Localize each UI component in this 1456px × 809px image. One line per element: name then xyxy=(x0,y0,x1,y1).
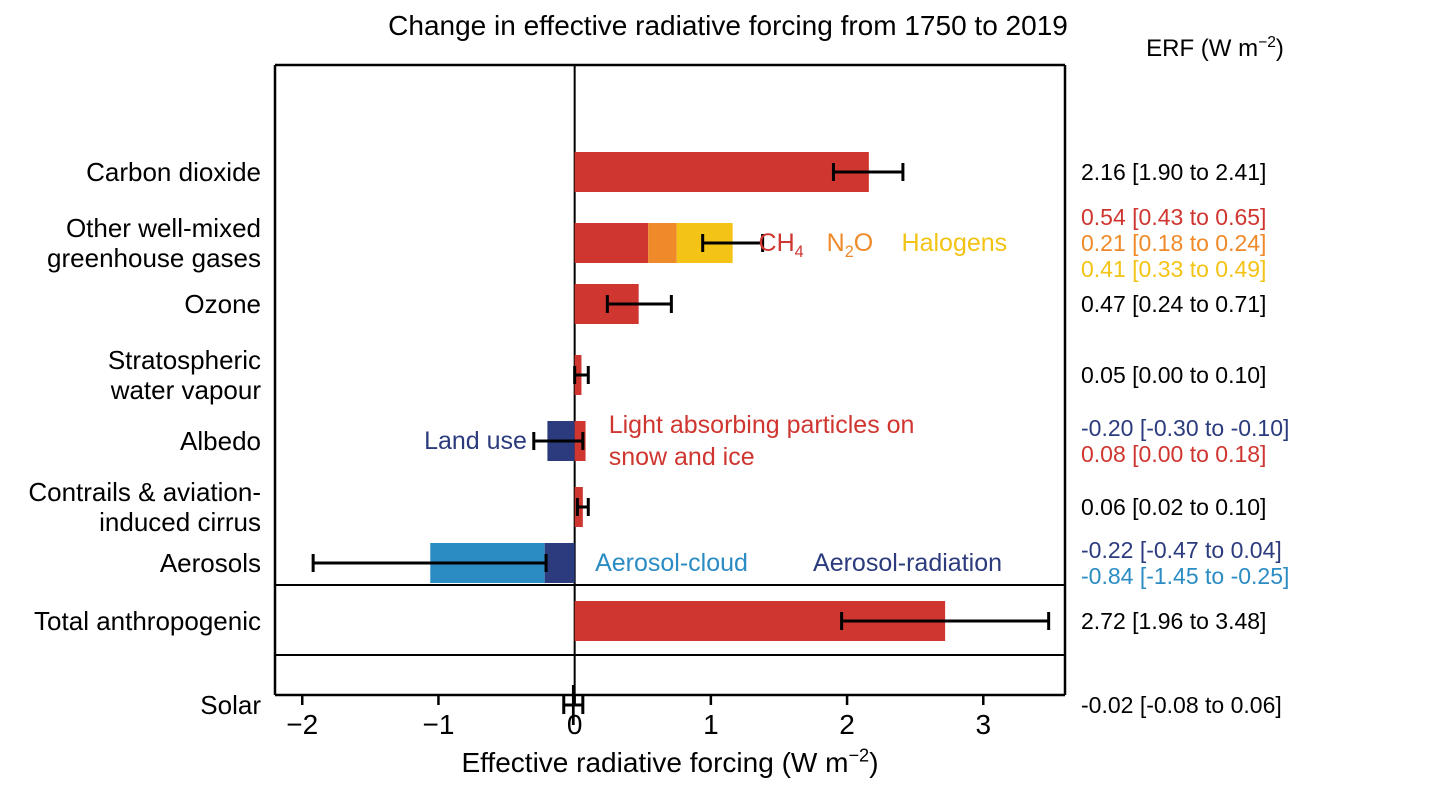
bar-segment-co2 xyxy=(575,152,869,192)
x-tick-label: −1 xyxy=(398,709,478,741)
value-text-co2: 2.16 [1.90 to 2.41] xyxy=(1081,159,1266,186)
x-tick-label: 3 xyxy=(943,709,1023,741)
bar-segment-wmghg xyxy=(575,223,649,263)
category-label-co2: Carbon dioxide xyxy=(0,157,261,188)
inline-label-albedo: snow and ice xyxy=(609,443,1009,472)
x-tick-label: 1 xyxy=(671,709,751,741)
value-text-solar: -0.02 [-0.08 to 0.06] xyxy=(1081,692,1282,719)
category-label-swv: water vapour xyxy=(0,375,261,406)
category-label-contrails: induced cirrus xyxy=(0,507,261,538)
category-label-total: Total anthropogenic xyxy=(0,606,261,637)
x-tick-label: 2 xyxy=(807,709,887,741)
inline-label-albedo: Land use xyxy=(127,427,527,456)
value-text-wmghg: 0.54 [0.43 to 0.65] xyxy=(1081,204,1266,231)
value-text-aerosols: -0.84 [-1.45 to -0.25] xyxy=(1081,563,1289,590)
value-text-ozone: 0.47 [0.24 to 0.71] xyxy=(1081,291,1266,318)
category-label-wmghg: Other well-mixed xyxy=(0,213,261,244)
value-text-wmghg: 0.41 [0.33 to 0.49] xyxy=(1081,256,1266,283)
category-label-wmghg: greenhouse gases xyxy=(0,243,261,274)
value-text-wmghg: 0.21 [0.18 to 0.24] xyxy=(1081,230,1266,257)
category-label-ozone: Ozone xyxy=(0,289,261,320)
category-label-swv: Stratospheric xyxy=(0,345,261,376)
inline-label-albedo: Light absorbing particles on xyxy=(609,411,1009,440)
chart-canvas: Change in effective radiative forcing fr… xyxy=(0,0,1456,809)
value-text-albedo: -0.20 [-0.30 to -0.10] xyxy=(1081,415,1289,442)
bar-segment-aerosols xyxy=(545,543,575,583)
bar-segment-wmghg xyxy=(648,223,677,263)
category-label-solar: Solar xyxy=(0,690,261,721)
category-label-aerosols: Aerosols xyxy=(0,548,261,579)
value-text-albedo: 0.08 [0.00 to 0.18] xyxy=(1081,441,1266,468)
x-tick-label: 0 xyxy=(535,709,615,741)
value-column-header: ERF (W m−2) xyxy=(1095,35,1335,63)
value-text-contrails: 0.06 [0.02 to 0.10] xyxy=(1081,494,1266,521)
value-text-total: 2.72 [1.96 to 3.48] xyxy=(1081,608,1266,635)
value-text-aerosols: -0.22 [-0.47 to 0.04] xyxy=(1081,537,1282,564)
x-axis-label: Effective radiative forcing (W m−2) xyxy=(275,747,1065,779)
x-tick-label: −2 xyxy=(262,709,342,741)
value-text-swv: 0.05 [0.00 to 0.10] xyxy=(1081,362,1266,389)
category-label-contrails: Contrails & aviation- xyxy=(0,477,261,508)
